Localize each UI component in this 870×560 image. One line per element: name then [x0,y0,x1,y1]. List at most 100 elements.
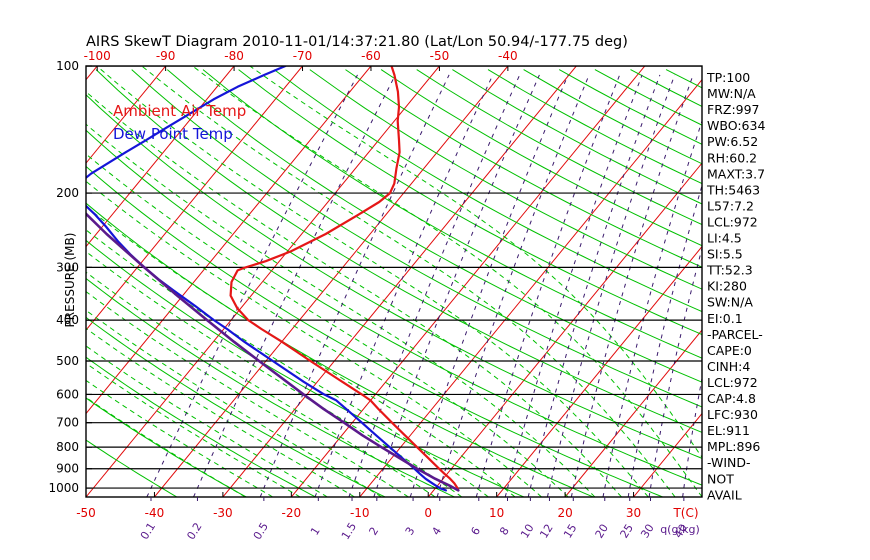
sidebar-index-wind2: AVAIL [707,487,742,502]
bottom-temp-tick-label: -20 [282,506,302,520]
indices-sidebar: TP:100MW:N/AFRZ:997WBO:634PW:6.52RH:60.2… [706,70,765,502]
dry-adiabat-line [86,277,455,497]
bottom-temp-axis-label: T(C) [672,506,698,520]
data-curves-layer [86,66,460,492]
plot-frame-layer [85,65,703,498]
sidebar-index-lcl2: LCL:972 [707,375,758,390]
mixing-ratio-line [602,119,702,497]
y-axis-label: PRESSURE (MB) [63,233,77,328]
moist-adiabat-line [86,327,355,497]
moist-adiabat-line [86,291,409,497]
isotherm-line [496,245,702,497]
sidebar-index-cap: CAP:4.8 [707,391,756,406]
parcel-path-curve [86,211,460,492]
bottom-temp-tick-label: -40 [145,506,165,520]
sidebar-index-cape: CAPE:0 [707,343,752,358]
moist-adiabat-line [86,362,301,497]
isotherm-line [290,66,646,497]
dry-adiabat-line [86,165,663,497]
sidebar-index-li: LI:4.5 [707,231,742,246]
mixing-ratio-line [259,74,450,497]
moist-adiabat-line [86,91,622,497]
mixing-ratio-line [527,74,661,497]
top-temp-tick-label: -50 [430,49,450,63]
isotherm-line [154,66,509,497]
moist-adiabat-line [96,66,649,497]
mixing-ratio-tick-label: 10 [518,522,536,541]
moist-adiabat-line [86,345,328,497]
sidebar-index-maxt: MAXT:3.7 [707,166,765,181]
bottom-temp-tick-label: 20 [557,506,572,520]
sidebar-index-tp: TP:100 [706,70,750,85]
grid-layer [86,66,702,497]
pressure-tick-label: 800 [56,440,79,454]
sidebar-index-cinh: CINH:4 [707,359,750,374]
mixing-ratio-line [348,74,521,497]
pressure-tick-label: 600 [56,387,79,401]
moist-adiabat-line [86,396,246,497]
sidebar-index-lcl: LCL:972 [707,214,758,229]
isotherm-line [222,66,577,497]
isotherm-line [86,66,372,415]
mixing-ratio-tick-label: 15 [561,522,579,541]
top-temp-tick-label: -90 [156,49,176,63]
sidebar-index-wind-hdr: -WIND- [707,455,751,470]
top-temp-tick-label: -70 [293,49,313,63]
sidebar-index-sw: SW:N/A [707,295,753,310]
dry-adiabat-line [86,202,594,497]
mixing-ratio-tick-label: 30 [638,522,656,541]
moist-adiabat-line [192,66,702,497]
mixing-ratio-line [146,74,358,497]
dry-adiabat-line [86,239,525,497]
isotherm-line [427,162,702,497]
top-temp-tick-label: -40 [498,49,518,63]
mixing-ratio-line [373,74,540,497]
isotherm-line [633,412,702,497]
dry-adiabat-line [238,69,702,336]
sidebar-index-ei: EI:0.1 [707,311,743,326]
moist-adiabat-line [86,379,273,497]
moist-adiabat-line [86,271,436,497]
isotherm-line [86,66,440,497]
mixing-ratio-line [627,183,702,497]
dry-adiabat-line [309,69,702,290]
sidebar-index-rh: RH:60.2 [707,150,757,165]
moist-adiabat-line [86,309,382,497]
dry-adiabat-line [202,69,702,359]
bottom-temp-tick-label: -10 [350,506,370,520]
pressure-tick-label: 700 [56,416,79,430]
top-temp-tick-label: -100 [84,49,111,63]
mixing-ratio-line [546,74,676,497]
sidebar-index-l57: L57:7.2 [707,198,754,213]
dry-adiabat-line [131,69,702,408]
isotherm-line [564,329,702,497]
isotherm-line [86,66,235,248]
mixing-ratio-tick-label: 40 [672,522,690,541]
mixing-ratio-tick-label: 12 [537,522,555,541]
sidebar-index-lfc: LFC:930 [707,407,758,422]
sidebar-index-si: SI:5.5 [707,247,743,262]
dry-adiabat-line [86,439,178,497]
isotherm-line [86,66,167,164]
pressure-tick-label: 400 [56,313,79,327]
sidebar-index-wbo: WBO:634 [707,118,765,133]
sidebar-index-pw: PW:6.52 [707,134,758,149]
sidebar-index-mpl: MPL:896 [707,439,760,454]
mixing-ratio-line [648,246,702,497]
dry-adiabat-line [380,69,702,247]
pressure-tick-label: 100 [56,59,79,73]
pressure-tick-label: 900 [56,462,79,476]
sidebar-index-parcel-hdr: -PARCEL- [707,327,763,342]
legend-dewpoint-label: Dew Point Temp [113,125,233,143]
dry-adiabat-line [86,129,702,486]
mixing-ratio-line [193,74,396,497]
sidebar-index-mw: MW:N/A [707,86,756,101]
bottom-temp-tick-label: 30 [626,506,641,520]
dry-adiabat-line [95,69,702,433]
dry-adiabat-line [86,94,702,459]
bottom-temp-tick-label: -30 [213,506,233,520]
mixing-ratio-line [504,74,643,497]
top-temp-tick-label: -60 [361,49,381,63]
